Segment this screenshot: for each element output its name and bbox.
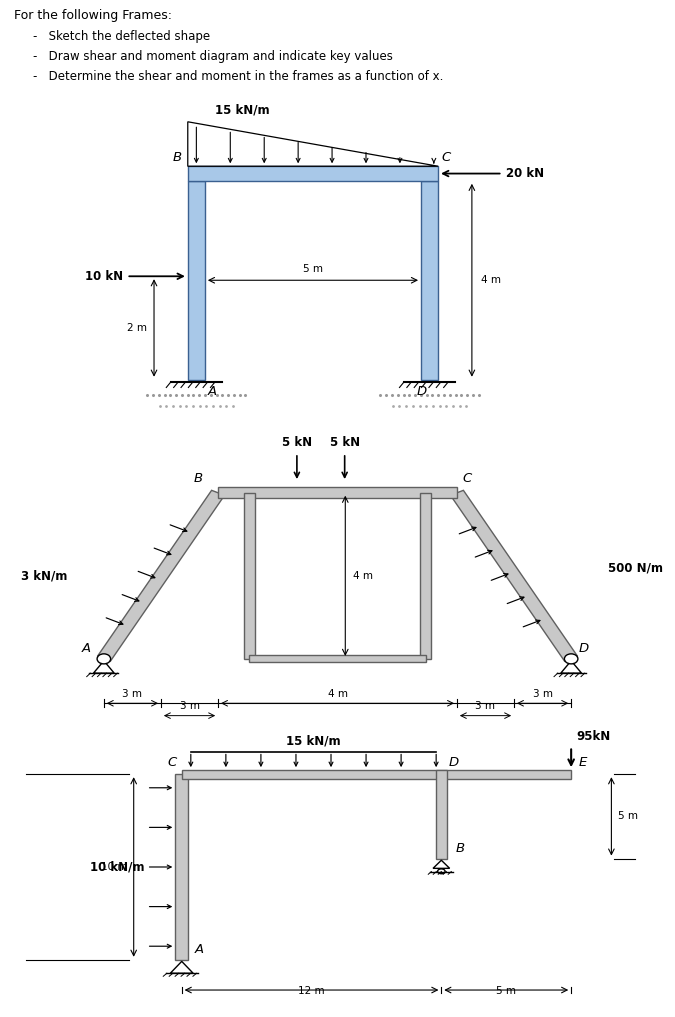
Text: 5 m: 5 m	[303, 264, 323, 274]
Text: A: A	[208, 384, 217, 398]
Circle shape	[564, 654, 578, 664]
Text: 10 kN: 10 kN	[85, 270, 124, 283]
Polygon shape	[244, 493, 255, 659]
Text: 5 kN: 5 kN	[282, 436, 312, 450]
Polygon shape	[97, 490, 225, 661]
Text: 15 kN/m: 15 kN/m	[286, 734, 341, 747]
Text: 95kN: 95kN	[576, 730, 611, 743]
Text: 500 N/m: 500 N/m	[608, 561, 662, 575]
Text: For the following Frames:: For the following Frames:	[14, 8, 171, 21]
Text: 4 m: 4 m	[481, 276, 501, 285]
Text: -   Determine the shear and moment in the frames as a function of x.: - Determine the shear and moment in the …	[33, 70, 443, 83]
Polygon shape	[182, 770, 571, 778]
Text: 5 m: 5 m	[618, 812, 638, 822]
Text: E: E	[579, 757, 587, 769]
Text: -   Sketch the deflected shape: - Sketch the deflected shape	[33, 29, 210, 43]
Text: 3 kN/m: 3 kN/m	[21, 570, 68, 583]
Text: D: D	[449, 757, 460, 769]
Polygon shape	[450, 490, 578, 661]
Polygon shape	[188, 166, 438, 181]
Polygon shape	[176, 774, 188, 960]
Text: 3 m: 3 m	[180, 701, 200, 711]
Text: 10 kN/m: 10 kN/m	[90, 860, 144, 874]
Polygon shape	[420, 493, 431, 659]
Polygon shape	[421, 181, 438, 379]
Text: 5 m: 5 m	[496, 986, 516, 996]
Text: D: D	[579, 642, 589, 655]
Circle shape	[97, 654, 111, 664]
Text: -   Draw shear and moment diagram and indicate key values: - Draw shear and moment diagram and indi…	[33, 50, 393, 63]
Text: 12 m: 12 m	[298, 986, 325, 996]
Text: 10 m: 10 m	[101, 862, 128, 872]
Text: 2 m: 2 m	[127, 323, 146, 333]
Text: A: A	[194, 944, 204, 956]
Text: 20 kN: 20 kN	[506, 167, 544, 180]
Text: 5 kN: 5 kN	[329, 436, 360, 450]
Text: C: C	[167, 757, 177, 769]
Text: 3 m: 3 m	[533, 689, 553, 699]
Polygon shape	[218, 487, 457, 498]
Text: C: C	[462, 472, 471, 485]
Text: 4 m: 4 m	[353, 571, 373, 581]
Text: B: B	[456, 842, 465, 855]
Text: 3 m: 3 m	[122, 689, 142, 699]
Text: C: C	[441, 151, 450, 164]
Text: 4 m: 4 m	[327, 689, 348, 699]
Text: B: B	[173, 151, 182, 164]
Polygon shape	[249, 655, 426, 662]
Text: B: B	[193, 472, 202, 485]
Polygon shape	[435, 770, 447, 858]
Polygon shape	[188, 181, 205, 379]
Text: D: D	[416, 384, 427, 398]
Text: 15 kN/m: 15 kN/m	[215, 104, 269, 117]
Text: A: A	[82, 642, 91, 655]
Text: 3 m: 3 m	[475, 701, 495, 711]
